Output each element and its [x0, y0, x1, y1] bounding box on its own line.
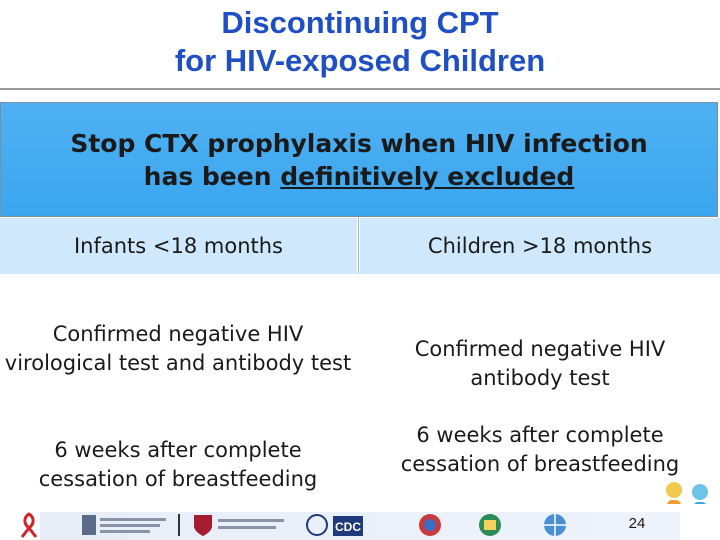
column-header-children: Children >18 months [360, 218, 720, 274]
children-criterion-1: Confirmed negative HIV antibody test [414, 337, 666, 390]
page-number: 24 [628, 515, 646, 532]
banner-line1: Stop CTX prophylaxis when HIV infection [70, 128, 648, 158]
column-divider [357, 218, 360, 508]
footer-separator [178, 514, 180, 536]
banner-line2: has been definitively excluded [144, 160, 575, 193]
slide-title-line1: Discontinuing CPT [221, 5, 499, 40]
instruction-banner: Stop CTX prophylaxis when HIV infection … [0, 102, 718, 217]
harvard-shield-icon [194, 515, 284, 536]
title-divider [0, 88, 720, 90]
footer-logo-strip: CDC [0, 482, 720, 540]
partner-emblem-logo [479, 514, 501, 536]
ribbon-logo [20, 512, 38, 538]
banner-underlined-text: definitively excluded [280, 161, 575, 191]
cdc-logo-text: CDC [335, 520, 361, 534]
slide-title: Discontinuing CPT for HIV-exposed Childr… [0, 4, 720, 80]
infants-criterion-1: Confirmed negative HIV virological test … [4, 322, 352, 375]
infants-criterion-2: 6 weeks after complete cessation of brea… [38, 438, 318, 491]
partner-globe-logo [544, 514, 566, 536]
column-header-infants: Infants <18 months [0, 218, 357, 274]
banner-line2-prefix: has been [143, 161, 281, 191]
slide-title-line2: for HIV-exposed Children [174, 43, 546, 78]
hhs-cdc-logo: CDC [306, 514, 363, 536]
children-illustration-icon [666, 482, 708, 504]
children-criterion-2: 6 weeks after complete cessation of brea… [400, 423, 680, 476]
header-divider-line [358, 218, 359, 274]
partner-seal-logo [419, 514, 441, 536]
medical-center-logo [82, 515, 166, 535]
